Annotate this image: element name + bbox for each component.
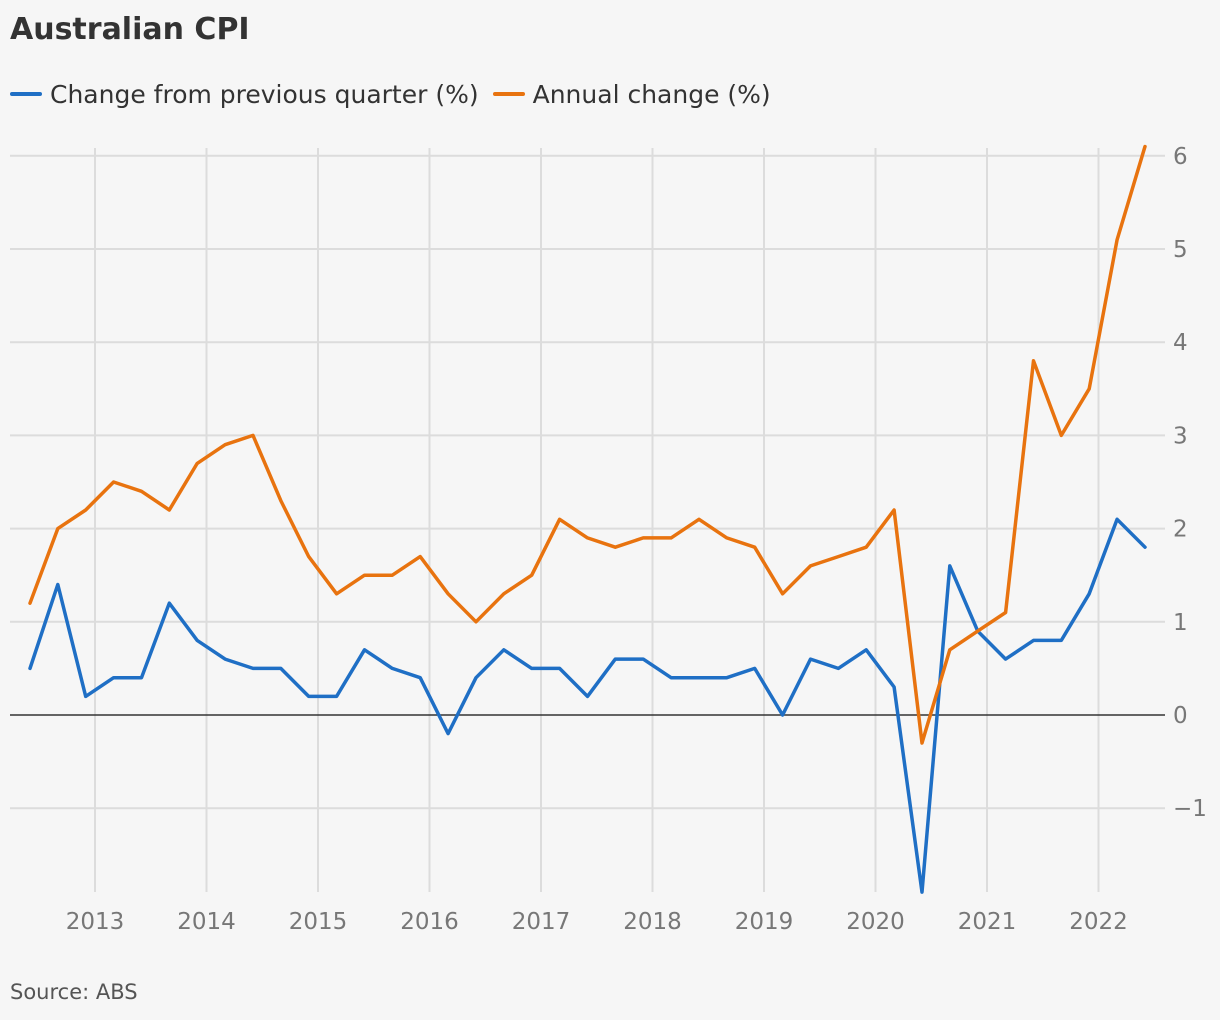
legend-label-quarterly: Change from previous quarter (%) (50, 79, 479, 109)
horizontal-gridlines (10, 154, 1165, 810)
x-tick-2014: 2014 (177, 909, 236, 935)
chart-title: Australian CPI (10, 12, 250, 47)
y-tick-0: 0 (1173, 703, 1188, 729)
x-axis-tick-labels: 2013 2014 2015 2016 2017 2018 2019 2020 2021 2022 (66, 909, 1128, 935)
vertical-gridlines (94, 148, 1100, 892)
y-tick--1: −1 (1173, 796, 1207, 822)
x-tick-2016: 2016 (400, 909, 459, 935)
y-axis-tick-labels: −1 0 1 2 3 4 5 6 (1173, 144, 1207, 822)
x-tick-2017: 2017 (512, 909, 571, 935)
y-tick-1: 1 (1173, 610, 1188, 636)
x-tick-2013: 2013 (66, 909, 125, 935)
legend-swatch-quarterly (10, 92, 42, 96)
legend: Change from previous quarter (%) Annual … (10, 76, 785, 112)
legend-label-annual: Annual change (%) (532, 79, 771, 109)
y-tick-2: 2 (1173, 517, 1188, 543)
x-tick-2018: 2018 (623, 909, 682, 935)
x-tick-2021: 2021 (958, 909, 1017, 935)
legend-swatch-annual (492, 92, 525, 96)
x-tick-2019: 2019 (735, 909, 794, 935)
series-lines (28, 144, 1147, 894)
y-tick-4: 4 (1173, 330, 1188, 356)
y-tick-5: 5 (1173, 237, 1188, 263)
x-tick-2015: 2015 (289, 909, 348, 935)
legend-item-quarterly: Change from previous quarter (%) (10, 80, 479, 109)
source-note: Source: ABS (10, 980, 138, 1004)
series-line-quarterly (28, 517, 1147, 894)
x-tick-2022: 2022 (1069, 909, 1128, 935)
y-tick-6: 6 (1173, 144, 1188, 170)
series-line-annual (28, 144, 1147, 745)
x-tick-2020: 2020 (846, 909, 905, 935)
legend-item-annual: Annual change (%) (492, 79, 771, 109)
y-tick-3: 3 (1173, 423, 1188, 449)
